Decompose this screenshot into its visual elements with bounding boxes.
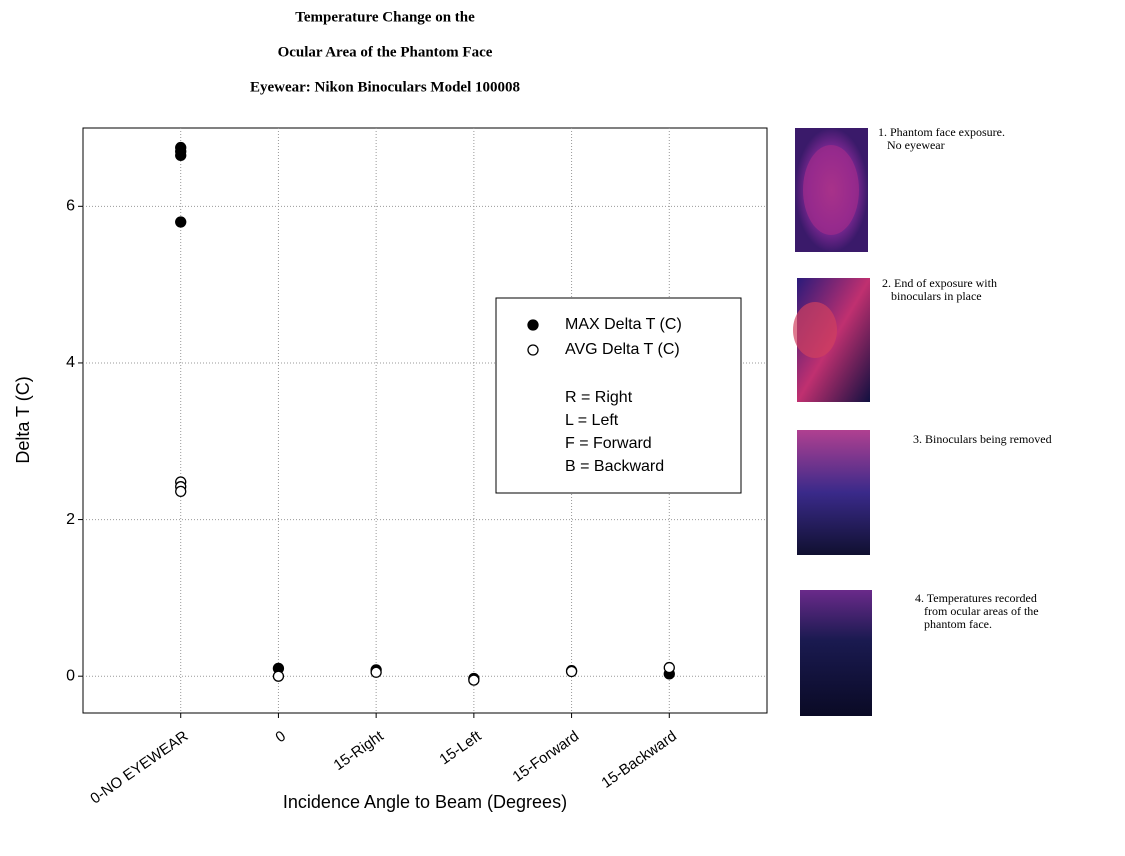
data-point bbox=[565, 665, 578, 678]
panel-caption: phantom face. bbox=[924, 617, 992, 631]
thermal-image bbox=[800, 590, 872, 716]
panel-caption: 2. End of exposure with bbox=[882, 276, 997, 290]
y-tick-label: 6 bbox=[66, 198, 75, 215]
legend-note: L = Left bbox=[565, 412, 619, 429]
y-tick-label: 4 bbox=[66, 354, 75, 371]
legend-note: R = Right bbox=[565, 389, 633, 406]
data-point bbox=[175, 149, 187, 162]
legend-marker bbox=[527, 344, 539, 356]
x-tick-label: 0-NO EYEWEAR bbox=[87, 728, 191, 808]
panel-caption: 3. Binoculars being removed bbox=[913, 432, 1052, 446]
binocular-shape bbox=[793, 302, 837, 358]
x-tick-label: 15-Forward bbox=[510, 728, 583, 786]
thermal-image bbox=[797, 430, 870, 555]
face-shape bbox=[803, 145, 859, 235]
data-point bbox=[272, 670, 285, 682]
x-axis-label: Incidence Angle to Beam (Degrees) bbox=[283, 792, 567, 812]
panel-images bbox=[793, 128, 872, 716]
chart-title: Eyewear: Nikon Binoculars Model 100008 bbox=[250, 79, 520, 95]
data-point bbox=[370, 666, 382, 678]
legend-note: F = Forward bbox=[565, 435, 652, 452]
legend-marker bbox=[527, 319, 539, 331]
panel-caption: from ocular areas of the bbox=[924, 604, 1039, 618]
panel-caption: No eyewear bbox=[887, 138, 945, 152]
x-tick-label: 0 bbox=[272, 728, 289, 747]
panel-caption: 4. Temperatures recorded bbox=[915, 591, 1037, 605]
y-tick-label: 2 bbox=[66, 511, 75, 528]
legend-label: MAX Delta T (C) bbox=[565, 316, 682, 333]
panel-caption: binoculars in place bbox=[891, 289, 982, 303]
panel-caption: 1. Phantom face exposure. bbox=[878, 125, 1005, 139]
data-point bbox=[175, 485, 187, 498]
legend-box bbox=[495, 297, 742, 494]
data-point bbox=[468, 674, 480, 686]
data-point bbox=[663, 661, 675, 674]
y-tick-label: 0 bbox=[66, 667, 75, 684]
x-tick-label: 15-Right bbox=[331, 727, 388, 774]
plot-frame bbox=[82, 127, 768, 714]
chart-title: Ocular Area of the Phantom Face bbox=[278, 44, 493, 60]
x-tick-label: 15-Backward bbox=[598, 728, 679, 792]
legend-note: B = Backward bbox=[565, 458, 664, 475]
data-point bbox=[175, 216, 187, 228]
chart-title: Temperature Change on the bbox=[295, 9, 475, 25]
legend-label: AVG Delta T (C) bbox=[565, 341, 680, 358]
x-tick-label: 15-Left bbox=[436, 727, 485, 768]
y-axis-label: Delta T (C) bbox=[13, 376, 33, 463]
